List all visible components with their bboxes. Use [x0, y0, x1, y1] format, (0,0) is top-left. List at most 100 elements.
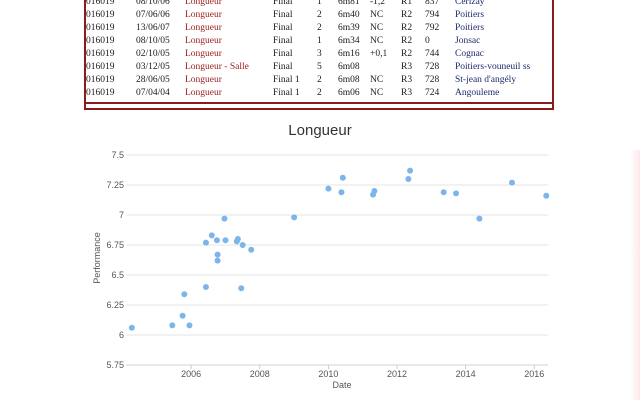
result-date-cell: 07/04/04	[136, 88, 170, 98]
result-location-cell: Poitiers	[455, 10, 485, 20]
result-round-cell: Final 1	[273, 88, 300, 98]
result-level-cell: R2	[401, 10, 413, 20]
result-place-no-cell: 1	[317, 36, 322, 46]
result-points-cell: 744	[425, 49, 440, 59]
result-location-cell: Poitiers-vouneuil ss	[455, 62, 531, 72]
result-row: 016019 08/10/05 Longueur Final 1 6m34 NC R2 0 Jon…	[86, 35, 552, 48]
result-date-cell: 08/10/06	[136, 0, 170, 7]
data-point[interactable]	[325, 185, 332, 192]
result-code-cell: 016019	[86, 62, 115, 72]
data-point[interactable]	[222, 237, 229, 244]
x-tick-label: 2012	[387, 369, 407, 379]
y-tick-label: 6.75	[106, 240, 124, 250]
result-level-cell: R2	[401, 49, 413, 59]
result-mark-cell: 6m06	[338, 88, 360, 98]
result-date-cell: 08/10/05	[136, 36, 170, 46]
result-event-cell: Longueur - Salle	[185, 62, 249, 72]
result-mark-cell: 6m34	[338, 36, 360, 46]
result-wind-cell: -1,2	[370, 0, 386, 7]
result-place-no-cell: 2	[317, 10, 322, 20]
result-wind-cell: NC	[370, 36, 384, 46]
result-location-cell: Cognac	[455, 49, 485, 59]
data-point[interactable]	[214, 257, 221, 264]
data-point[interactable]	[476, 215, 483, 222]
result-code-cell: 016019	[86, 49, 115, 59]
result-wind-cell: NC	[370, 10, 384, 20]
result-date-cell: 07/06/06	[136, 10, 170, 20]
result-points-cell: 0	[425, 36, 430, 46]
result-round-cell: Final	[273, 23, 293, 33]
result-mark-cell: 6m08	[338, 75, 360, 85]
result-date-cell: 02/10/05	[136, 49, 170, 59]
result-mark-cell: 6m08	[338, 62, 360, 72]
data-point[interactable]	[407, 167, 414, 174]
result-place-no-cell: 3	[317, 49, 322, 59]
data-point[interactable]	[169, 322, 176, 329]
result-level-cell: R2	[401, 36, 413, 46]
result-points-cell: 724	[425, 88, 440, 98]
data-point[interactable]	[239, 242, 246, 248]
results-table: 016019 08/10/06 Longueur Final 1 6m81 -1,2 R1 83…	[86, 0, 552, 100]
result-level-cell: R3	[401, 88, 413, 98]
data-point[interactable]	[508, 179, 515, 186]
data-point[interactable]	[371, 188, 378, 194]
data-point[interactable]	[208, 232, 215, 239]
result-row: 016019 07/06/06 Longueur Final 2 6m40 NC R2 794 P…	[86, 9, 552, 22]
result-row: 016019 13/06/07 Longueur Final 2 6m39 NC R2 792 P…	[86, 22, 552, 35]
results-panel-border	[86, 102, 552, 104]
y-tick-label: 7.25	[106, 180, 124, 190]
data-point[interactable]	[202, 239, 209, 246]
result-event-cell: Longueur	[185, 10, 222, 20]
data-point[interactable]	[453, 190, 460, 197]
data-point[interactable]	[128, 324, 135, 331]
result-points-cell: 794	[425, 10, 440, 20]
result-event-cell: Longueur	[185, 36, 222, 46]
y-tick-label: 7	[119, 210, 124, 220]
data-point[interactable]	[440, 189, 447, 196]
result-wind-cell: NC	[370, 23, 384, 33]
data-point[interactable]	[291, 214, 298, 221]
result-date-cell: 28/06/05	[136, 75, 170, 85]
result-code-cell: 016019	[86, 10, 115, 20]
y-tick-label: 7.5	[111, 150, 124, 160]
data-point[interactable]	[214, 251, 221, 258]
data-point[interactable]	[221, 215, 228, 222]
x-axis-label: Date	[332, 380, 351, 390]
data-point[interactable]	[202, 284, 209, 290]
data-point[interactable]	[339, 174, 346, 181]
result-level-cell: R2	[401, 23, 413, 33]
result-row: 016019 28/06/05 Longueur Final 1 2 6m08 NC R3 72…	[86, 74, 552, 87]
y-axis-label: Performance	[92, 232, 102, 284]
result-level-cell: R3	[401, 75, 413, 85]
data-point[interactable]	[234, 236, 241, 242]
result-location-cell: Cerizay	[455, 0, 485, 7]
y-tick-label: 6.25	[106, 300, 124, 310]
results-body: 016019 08/10/06 Longueur Final 1 6m81 -1,2 R1 83…	[86, 0, 552, 100]
data-point[interactable]	[248, 246, 255, 253]
result-wind-cell: NC	[370, 75, 384, 85]
data-point[interactable]	[213, 237, 220, 244]
data-point[interactable]	[179, 312, 186, 319]
data-point[interactable]	[238, 285, 245, 292]
grid-lines	[126, 154, 548, 366]
y-tick-label: 6	[119, 330, 124, 340]
x-tick-label: 2014	[456, 369, 476, 379]
data-point[interactable]	[543, 192, 550, 199]
result-row: 016019 07/04/04 Longueur Final 1 2 6m06 NC R3 72…	[86, 87, 552, 100]
data-point[interactable]	[405, 176, 412, 182]
data-point[interactable]	[181, 291, 188, 298]
result-place-no-cell: 5	[317, 62, 322, 72]
result-wind-cell: +0,1	[370, 49, 388, 59]
x-tick-label: 2016	[524, 369, 544, 379]
result-round-cell: Final	[273, 62, 293, 72]
result-mark-cell: 6m40	[338, 10, 360, 20]
chart-title: Longueur	[288, 122, 352, 139]
x-tick-label: 2008	[250, 369, 270, 379]
result-round-cell: Final	[273, 10, 293, 20]
result-code-cell: 016019	[86, 75, 115, 85]
data-point[interactable]	[186, 322, 193, 329]
result-row: 016019 03/12/05 Longueur - Salle Final 5 6m08…	[86, 61, 552, 74]
result-mark-cell: 6m16	[338, 49, 360, 59]
data-point[interactable]	[338, 189, 345, 196]
result-wind-cell: NC	[370, 88, 384, 98]
